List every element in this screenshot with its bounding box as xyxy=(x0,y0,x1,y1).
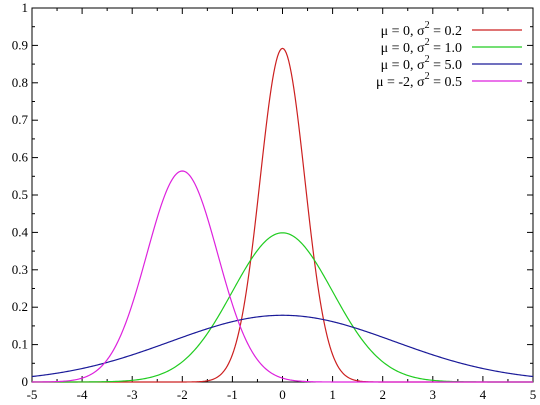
y-tick-label: 0.4 xyxy=(12,224,29,239)
legend-item-3: μ = 0, σ2 = 5.0 xyxy=(381,54,522,73)
axis-tick-labels: -5 -4 -3 -2 -1 0 1 2 3 4 5 0 0.1 0.2 0.3 0.4 0.5 0.6 0.7 0.… xyxy=(12,0,537,402)
y-tick-label: 0.9 xyxy=(12,37,28,52)
y-tick-label: 1 xyxy=(22,0,29,15)
x-tick-label: -5 xyxy=(27,387,38,402)
legend-item-2: μ = 0, σ2 = 1.0 xyxy=(381,37,522,56)
y-tick-label: 0.2 xyxy=(12,299,28,314)
x-tick-label: 3 xyxy=(430,387,437,402)
legend-label: μ = 0, σ2 = 0.2 xyxy=(381,20,462,39)
legend-label: μ = 0, σ2 = 5.0 xyxy=(381,54,462,73)
y-tick-label: 0.7 xyxy=(12,112,29,127)
series-line-4 xyxy=(32,170,533,383)
y-tick-label: 0 xyxy=(22,374,29,389)
y-tick-label: 0.5 xyxy=(12,187,28,202)
y-tick-label: 0.8 xyxy=(12,75,28,90)
legend-item-1: μ = 0, σ2 = 0.2 xyxy=(381,20,522,39)
x-tick-label: 4 xyxy=(480,387,487,402)
x-tick-label: 5 xyxy=(530,387,537,402)
series-curves xyxy=(31,47,534,383)
series-line-1 xyxy=(32,47,533,383)
x-tick-label: -2 xyxy=(177,387,188,402)
legend-label: μ = 0, σ2 = 1.0 xyxy=(381,37,462,56)
x-tick-label: 1 xyxy=(329,387,336,402)
x-tick-label: 0 xyxy=(279,387,286,402)
y-tick-label: 0.3 xyxy=(12,262,28,277)
series-line-3 xyxy=(31,314,534,378)
x-tick-label: -4 xyxy=(77,387,88,402)
x-tick-label: -1 xyxy=(227,387,238,402)
x-tick-label: 2 xyxy=(379,387,386,402)
y-tick-label: 0.6 xyxy=(12,150,29,165)
legend-item-4: μ = -2, σ2 = 0.5 xyxy=(376,71,522,90)
legend: μ = 0, σ2 = 0.2μ = 0, σ2 = 1.0μ = 0, σ2 … xyxy=(376,20,522,90)
axis-ticks xyxy=(31,7,534,383)
legend-label: μ = -2, σ2 = 0.5 xyxy=(376,71,462,90)
x-tick-label: -3 xyxy=(127,387,138,402)
y-tick-label: 0.1 xyxy=(12,337,28,352)
